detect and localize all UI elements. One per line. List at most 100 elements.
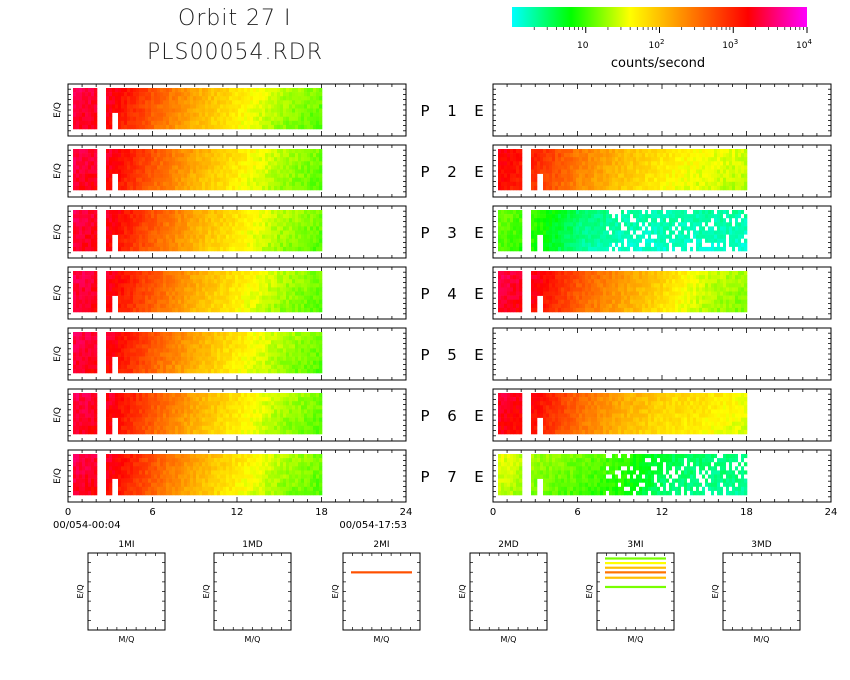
spectrogram-cell [235, 92, 239, 97]
spectrogram-cell [118, 287, 122, 292]
spectrogram-cell [79, 218, 83, 223]
spectrogram-cell [154, 222, 158, 227]
spectrogram-cell [160, 303, 164, 309]
spectrogram-cell [313, 356, 317, 361]
spectrogram-cell [106, 368, 110, 374]
spectrogram-cell [235, 238, 239, 244]
spectrogram-cell [256, 283, 260, 288]
spectrogram-cell [88, 242, 92, 248]
spectrogram-cell [133, 287, 137, 292]
spectrogram-cell [73, 291, 77, 296]
spectrogram-cell [73, 368, 77, 374]
spectrogram-cell [247, 303, 251, 309]
spectrogram-cell [253, 246, 257, 252]
spectrogram-cell [202, 238, 206, 244]
spectrogram-cell [256, 279, 260, 284]
spectrogram-cell [274, 230, 278, 235]
spectrogram-cell [232, 283, 236, 288]
spectrogram-cell [193, 124, 197, 130]
spectrogram-cell [94, 356, 98, 361]
spectrogram-cell [235, 275, 239, 280]
spectrogram-cell [181, 368, 185, 374]
spectrogram-cell [184, 405, 188, 410]
spectrogram-cell [280, 368, 284, 374]
spectrogram-cell [73, 214, 77, 219]
spectrogram-cell [253, 100, 257, 105]
spectrogram-cell [247, 429, 251, 435]
spectrogram-cell [91, 218, 95, 223]
spectrogram-cell [166, 149, 170, 154]
spectrogram-cell [235, 393, 239, 398]
spectrogram-cell [205, 332, 209, 337]
spectrogram-cell [271, 218, 275, 223]
spectrogram-cell [106, 360, 110, 366]
spectrogram-cell [229, 88, 233, 93]
spectrogram-cell [223, 234, 227, 239]
spectrogram-cell [118, 364, 122, 370]
spectrogram-cell [238, 348, 242, 353]
spectrogram-cell [295, 218, 299, 223]
spectrogram-cell [226, 368, 230, 374]
spectrogram-cell [163, 173, 167, 178]
spectrogram-cell [88, 169, 92, 174]
spectrogram-cell [256, 120, 260, 126]
spectrogram-cell [256, 92, 260, 97]
spectrogram-cell [268, 214, 272, 219]
spectrogram-cell [202, 161, 206, 166]
spectrogram-cell [118, 352, 122, 357]
spectrogram-cell [160, 397, 164, 402]
spectrogram-cell [76, 230, 80, 235]
spectrogram-cell [91, 299, 95, 305]
spectrogram-cell [73, 181, 77, 187]
spectrogram-cell [313, 116, 317, 122]
spectrogram-cell [211, 299, 215, 305]
spectrogram-cell [133, 360, 137, 366]
spectrogram-cell [313, 173, 317, 178]
spectrogram-cell [154, 104, 158, 109]
spectrogram-cell [139, 108, 143, 113]
spectrogram-cell [121, 344, 125, 349]
spectrogram-cell [238, 413, 242, 418]
spectrogram-cell [292, 177, 296, 183]
spectrogram-cell [241, 340, 245, 345]
spectrogram-cell [94, 153, 98, 158]
spectrogram-cell [259, 104, 263, 109]
spectrogram-cell [175, 287, 179, 292]
spectrogram-cell [295, 246, 299, 252]
spectrogram-cell [124, 303, 128, 309]
spectrogram-cell [145, 96, 149, 101]
spectrogram-cell [286, 307, 290, 313]
spectrogram-cell [130, 210, 134, 215]
spectrogram-cell [151, 161, 155, 166]
spectrogram-cell [298, 169, 302, 174]
spectrogram-cell [88, 303, 92, 309]
spectrogram-cell [121, 161, 125, 166]
spectrogram-cell [298, 242, 302, 248]
spectrogram-cell [280, 100, 284, 105]
spectrogram-cell [262, 344, 266, 349]
spectrogram-cell [202, 413, 206, 418]
spectrogram-cell [217, 271, 221, 276]
spectrogram-cell [124, 287, 128, 292]
spectrogram-cell [196, 112, 200, 117]
spectrogram-cell [307, 368, 311, 374]
spectrogram-cell [211, 336, 215, 341]
spectrogram-cell [232, 356, 236, 361]
spectrogram-cell [208, 153, 212, 158]
spectrogram-cell [91, 409, 95, 414]
spectrogram-cell [166, 291, 170, 296]
spectrogram-cell [304, 112, 308, 117]
spectrogram-cell [271, 185, 275, 191]
spectrogram-cell [139, 124, 143, 130]
spectrogram-cell [247, 96, 251, 101]
spectrogram-cell [205, 88, 209, 93]
spectrogram-cell [175, 356, 179, 361]
spectrogram-cell [154, 405, 158, 410]
spectrogram-cell [316, 340, 320, 345]
spectrogram-cell [208, 360, 212, 366]
spectrogram-cell [196, 181, 200, 187]
spectrogram-cell [94, 88, 98, 93]
spectrogram-cell [109, 405, 113, 410]
spectrogram-cell [316, 336, 320, 341]
spectrogram-cell [253, 336, 257, 341]
